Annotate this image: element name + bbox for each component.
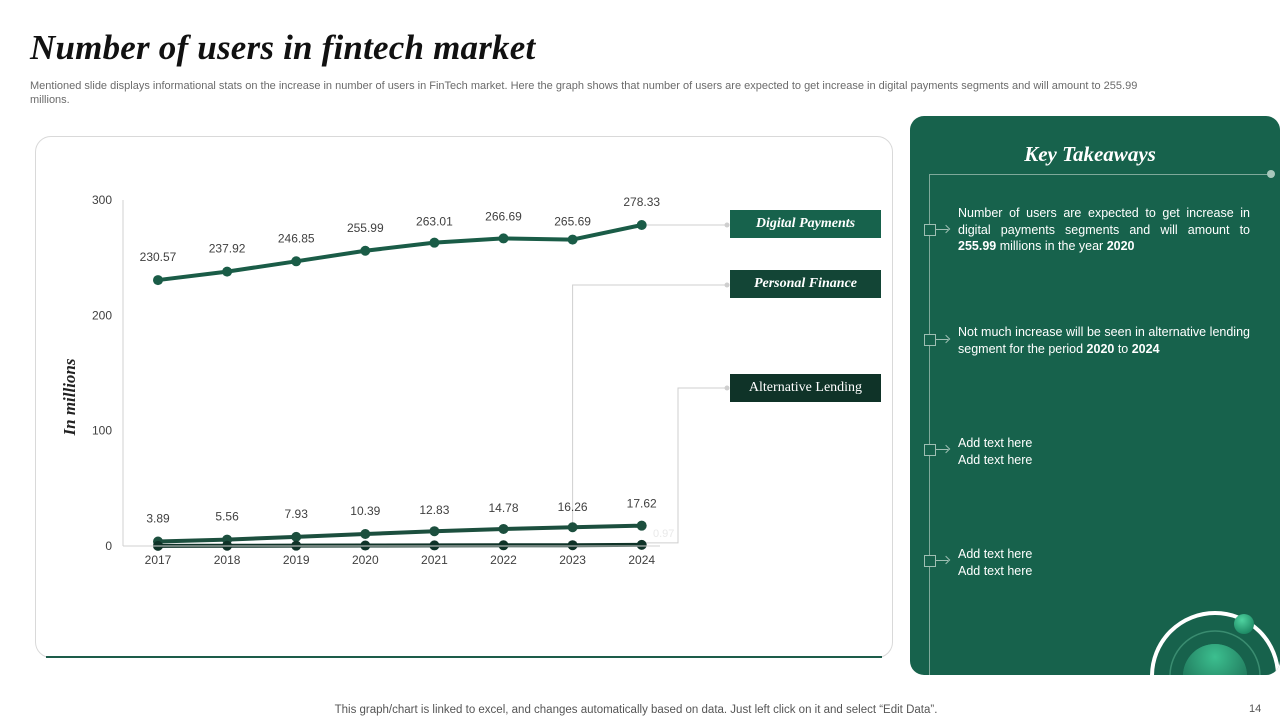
chart-underline bbox=[46, 656, 882, 658]
data-label: 0.97 bbox=[653, 528, 674, 540]
data-label: 230.57 bbox=[140, 250, 177, 264]
timeline-horizontal-line bbox=[929, 174, 1271, 175]
data-point bbox=[498, 233, 509, 244]
page-number: 14 bbox=[1249, 703, 1262, 715]
arrow-right-icon bbox=[936, 560, 948, 561]
legend-digital-payments: Digital Payments bbox=[730, 210, 881, 238]
data-point bbox=[636, 219, 647, 230]
x-tick-label: 2022 bbox=[490, 553, 517, 567]
data-point bbox=[498, 523, 509, 534]
slide-subtitle: Mentioned slide displays informational s… bbox=[30, 80, 1138, 106]
connector-dot bbox=[724, 385, 730, 391]
bullet-square-icon bbox=[924, 444, 936, 456]
bullet-square-icon bbox=[924, 224, 936, 236]
data-point bbox=[153, 275, 163, 286]
data-label: 17.62 bbox=[627, 497, 657, 511]
data-point bbox=[567, 540, 578, 551]
data-label: 255.99 bbox=[347, 221, 384, 235]
series-line bbox=[156, 222, 644, 283]
data-label: 3.89 bbox=[146, 512, 170, 526]
data-label: 266.69 bbox=[485, 209, 522, 223]
data-point bbox=[360, 245, 371, 256]
arrow-right-icon bbox=[936, 339, 948, 340]
data-point bbox=[636, 539, 647, 550]
takeaway-3: Add text here Add text here bbox=[958, 436, 1033, 467]
data-point bbox=[360, 529, 371, 540]
y-tick-label: 300 bbox=[92, 193, 112, 207]
connector-lending bbox=[641, 387, 727, 544]
takeaway-4: Add text here Add text here bbox=[958, 547, 1033, 578]
timeline-end-dot bbox=[1267, 170, 1275, 178]
data-label: 263.01 bbox=[416, 215, 453, 229]
key-takeaways-panel: Key Takeaways Number of users are expect… bbox=[910, 116, 1280, 675]
data-point bbox=[567, 522, 578, 533]
data-label: 7.93 bbox=[285, 507, 309, 521]
connector-dot bbox=[724, 222, 730, 228]
timeline-vertical-line bbox=[929, 174, 930, 675]
connector-dot bbox=[724, 282, 730, 288]
x-tick-label: 2018 bbox=[214, 553, 241, 567]
y-axis-title: In millions bbox=[60, 358, 79, 436]
y-tick-label: 0 bbox=[105, 539, 112, 553]
slide-title: Number of users in fintech market bbox=[30, 28, 536, 67]
x-tick-label: 2023 bbox=[559, 553, 586, 567]
legend-personal-finance: Personal Finance bbox=[730, 270, 881, 298]
y-tick-label: 200 bbox=[92, 308, 112, 322]
x-tick-label: 2019 bbox=[283, 553, 310, 567]
data-point bbox=[429, 526, 440, 537]
series-line bbox=[156, 523, 644, 544]
arrow-right-icon bbox=[936, 229, 948, 230]
data-label: 278.33 bbox=[623, 195, 660, 209]
data-label: 237.92 bbox=[209, 242, 246, 256]
arrow-right-icon bbox=[936, 449, 948, 450]
data-label: 16.26 bbox=[558, 500, 588, 514]
data-point bbox=[498, 540, 509, 551]
data-label: 265.69 bbox=[554, 215, 591, 229]
y-tick-label: 100 bbox=[92, 424, 112, 438]
data-point bbox=[567, 234, 578, 245]
data-point bbox=[291, 531, 302, 542]
connector-personal bbox=[572, 284, 727, 524]
data-label: 12.83 bbox=[419, 503, 449, 517]
data-point bbox=[429, 237, 440, 248]
takeaway-2: Not much increase will be seen in altern… bbox=[958, 325, 1250, 356]
footer-note: This graph/chart is linked to excel, and… bbox=[334, 704, 938, 716]
x-tick-label: 2024 bbox=[628, 553, 655, 567]
key-takeaways-title: Key Takeaways bbox=[1024, 142, 1156, 166]
x-tick-label: 2017 bbox=[145, 553, 172, 567]
data-point bbox=[636, 520, 647, 531]
x-tick-label: 2020 bbox=[352, 553, 379, 567]
legend-alternative-lending: Alternative Lending bbox=[730, 374, 881, 402]
data-label: 246.85 bbox=[278, 231, 315, 245]
x-tick-label: 2021 bbox=[421, 553, 448, 567]
bullet-square-icon bbox=[924, 334, 936, 346]
line-chart: 0 100 200 300 In millions 2017 2018 2019 2020 202… bbox=[60, 193, 730, 567]
data-point bbox=[222, 266, 233, 277]
bullet-square-icon bbox=[924, 555, 936, 567]
decorative-circle-graphic bbox=[1150, 611, 1280, 675]
data-point bbox=[291, 256, 302, 267]
data-point bbox=[429, 540, 440, 551]
takeaway-1: Number of users are expected to get incr… bbox=[958, 206, 1250, 253]
data-label: 5.56 bbox=[215, 510, 239, 524]
data-label: 14.78 bbox=[488, 501, 518, 515]
data-label: 10.39 bbox=[350, 504, 380, 518]
